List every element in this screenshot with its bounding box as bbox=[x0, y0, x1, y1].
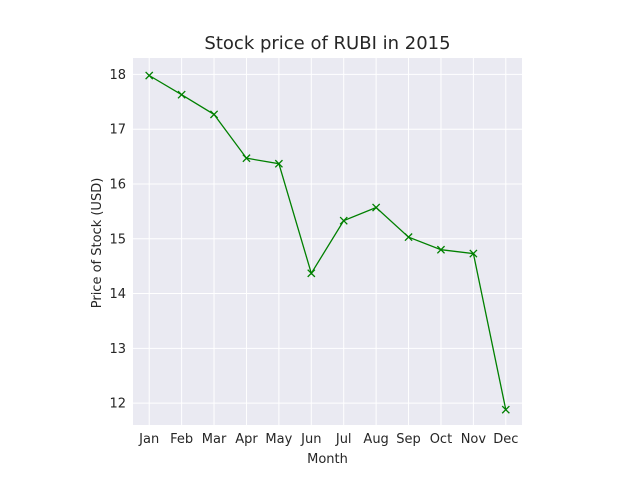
data-point-marker bbox=[209, 110, 219, 119]
data-point-marker bbox=[242, 154, 251, 163]
x-axis-label: Month bbox=[307, 452, 348, 467]
data-point-marker bbox=[145, 71, 154, 80]
x-tick-label: Sep bbox=[396, 432, 421, 447]
data-point-marker bbox=[501, 405, 510, 414]
y-tick-label: 18 bbox=[109, 68, 126, 83]
x-tick-label: Aug bbox=[363, 432, 388, 447]
data-point-marker bbox=[274, 159, 283, 168]
x-tick-label: May bbox=[265, 432, 292, 447]
y-tick-label: 16 bbox=[109, 177, 126, 192]
y-tick-label: 12 bbox=[109, 397, 126, 412]
series-markers bbox=[145, 71, 510, 414]
x-tick-label: Apr bbox=[235, 432, 258, 447]
data-point-marker bbox=[372, 203, 381, 212]
x-tick-label: Dec bbox=[493, 432, 518, 447]
data-point-marker bbox=[404, 233, 413, 242]
data-point-marker bbox=[436, 245, 446, 254]
y-tick-label: 14 bbox=[109, 287, 126, 302]
x-tick-label: Jan bbox=[138, 432, 159, 447]
x-tick-label: Oct bbox=[430, 432, 452, 447]
x-tick-label: Jul bbox=[335, 432, 352, 447]
grid-lines bbox=[133, 58, 522, 425]
tick-labels: Jan Feb Mar Apr May Jun Jul Aug Sep Oct Nov Dec 12 13… bbox=[109, 68, 518, 447]
data-point-marker bbox=[339, 216, 348, 225]
plot-area bbox=[133, 58, 522, 425]
y-tick-label: 13 bbox=[109, 342, 126, 357]
series-line bbox=[148, 74, 507, 410]
x-tick-label: Nov bbox=[461, 432, 487, 447]
x-tick-label: Feb bbox=[170, 432, 193, 447]
x-tick-label: Mar bbox=[202, 432, 227, 447]
data-point-marker bbox=[469, 249, 478, 258]
x-tick-label: Jun bbox=[300, 432, 321, 447]
y-tick-label: 15 bbox=[109, 232, 126, 247]
y-axis-label: Price of Stock (USD) bbox=[90, 178, 105, 309]
chart-title: Stock price of RUBI in 2015 bbox=[204, 33, 450, 54]
y-tick-label: 17 bbox=[109, 123, 126, 138]
data-point-marker bbox=[177, 90, 186, 99]
data-point-marker bbox=[307, 269, 316, 278]
